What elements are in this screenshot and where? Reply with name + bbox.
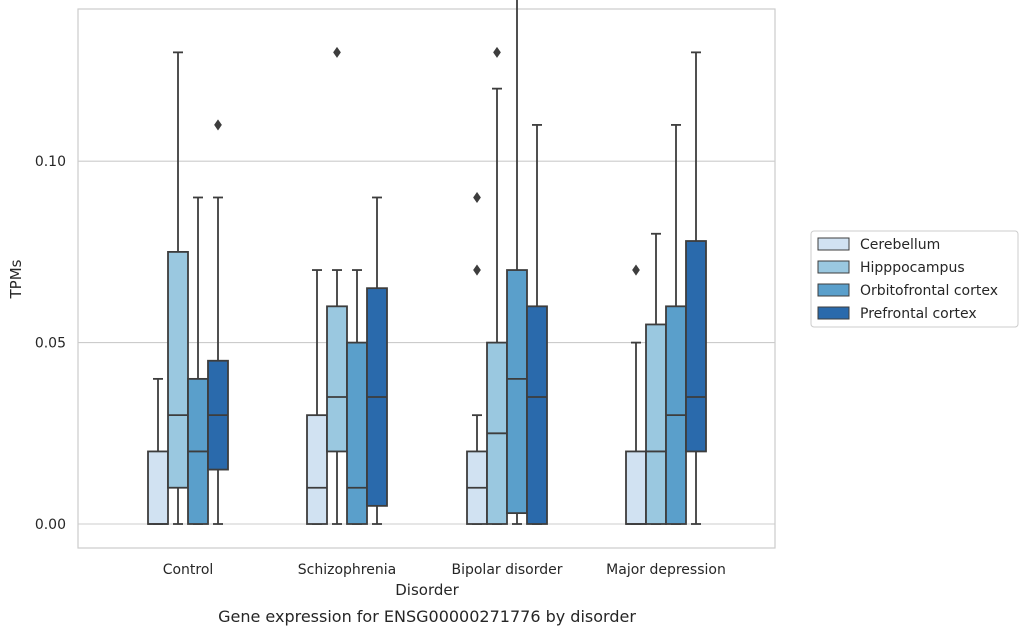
box-body [306,414,328,525]
legend-label: Orbitofrontal cortex [860,283,998,299]
box-hipppocampus [167,51,189,525]
legend-label: Prefrontal cortex [860,306,977,322]
box-body [326,305,348,453]
y-axis-title: TPMs [7,259,25,299]
x-tick-label: Bipolar disorder [451,562,562,578]
outlier-point [473,191,481,204]
box-body [685,240,707,453]
chart-caption: Gene expression for ENSG00000271776 by d… [218,607,636,626]
box-prefrontal-cortex [207,119,229,525]
y-tick-label: 0.10 [35,154,66,170]
box-body [167,250,189,489]
y-tick-label: 0.00 [35,517,66,533]
legend-label: Hipppocampus [860,260,965,276]
box-cerebellum [306,269,328,525]
box-hipppocampus [486,46,508,525]
legend-swatch [817,306,850,320]
legend-swatch [817,260,850,274]
y-tick-labels: 0.000.050.100.150.200.25 [35,154,66,533]
box-prefrontal-cortex [685,51,707,525]
y-tick-label: 0.05 [35,336,66,352]
box-body [625,450,647,525]
legend-label: Cerebellum [860,237,940,253]
box-cerebellum [466,191,488,525]
box-layer [147,0,707,525]
x-axis-title: Disorder [395,581,459,599]
box-prefrontal-cortex [366,196,388,525]
box-prefrontal-cortex [526,124,548,525]
x-tick-label: Control [163,562,214,578]
x-tick-label: Schizophrenia [298,562,396,578]
legend: Cerebellum Hipppocampus Orbitofrontal cort… [810,230,1019,328]
outlier-point [632,264,640,276]
legend-swatch [817,237,850,251]
legend-swatch [817,283,850,297]
outlier-point [473,264,481,276]
outlier-point [493,46,501,58]
x-tick-labels: Control Schizophrenia Bipolar disorder Majo… [163,562,726,578]
box-body [645,323,667,525]
box-body [506,269,528,515]
box-body [147,450,169,525]
legend-frame [810,230,1019,328]
box-body [346,341,368,525]
box-body [526,305,548,525]
outlier-point [333,46,341,58]
outlier-point [214,119,222,131]
x-tick-label: Major depression [606,562,726,578]
